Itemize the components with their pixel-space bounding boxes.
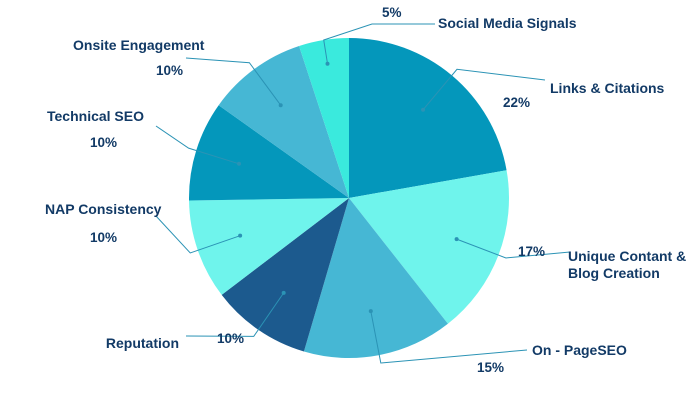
- leader-dot-on-pageseo: [368, 309, 373, 314]
- slice-value-label-reputation: 10%: [217, 331, 244, 346]
- leader-line-social-media-signals: [323, 23, 435, 64]
- pie-slice-nap-consistency: [189, 198, 349, 295]
- slice-label-technical-seo: Technical SEO: [47, 108, 144, 124]
- leader-dot-onsite-engagement: [278, 103, 283, 108]
- slice-label-social-media-signals: Social Media Signals: [438, 15, 577, 31]
- slice-value-label-on-pageseo: 15%: [477, 360, 504, 375]
- leader-dot-nap-consistency: [238, 233, 243, 238]
- slice-value-label-onsite-engagement: 10%: [156, 63, 183, 78]
- pie-slice-links-citations: [349, 38, 507, 198]
- labels-layer: Links & Citations 22% Unique Contant &Blog…: [45, 5, 686, 375]
- slice-value-label-unique-contant-blog-creation: 17%: [518, 244, 545, 259]
- slice-value-label-social-media-signals: 5%: [382, 5, 402, 20]
- leader-line-on-pageseo: [370, 311, 528, 364]
- leader-line-reputation: [185, 292, 285, 337]
- pie-slice-on-pageseo: [303, 198, 448, 359]
- leader-dot-social-media-signals: [325, 61, 330, 66]
- leader-line-links-citations: [422, 68, 546, 111]
- leader-dot-links-citations: [421, 107, 426, 112]
- leader-line-onsite-engagement: [185, 57, 282, 106]
- leader-dot-unique-contant-blog-creation: [454, 237, 459, 242]
- slice-label-on-pageseo: On - PageSEO: [532, 342, 627, 358]
- slice-value-label-technical-seo: 10%: [90, 135, 117, 150]
- leader-line-nap-consistency: [155, 215, 241, 254]
- slice-label-onsite-engagement: Onsite Engagement: [73, 37, 205, 53]
- slice-label-links-citations: Links & Citations: [550, 80, 665, 96]
- slice-label-reputation: Reputation: [106, 335, 179, 351]
- pie-slice-reputation: [221, 198, 349, 352]
- pie-slice-onsite-engagement: [218, 45, 349, 199]
- slices-layer: [189, 38, 510, 359]
- pie-slice-unique-contant-blog-creation: [349, 170, 510, 324]
- slice-label-unique-contant-blog-creation-line-1: Unique Contant &: [568, 248, 686, 264]
- leader-line-unique-contant-blog-creation: [456, 238, 571, 259]
- leader-line-technical-seo: [155, 125, 240, 165]
- pie-slice-technical-seo: [189, 105, 349, 201]
- pie-slice-social-media-signals: [299, 38, 349, 198]
- leader-dot-technical-seo: [236, 161, 241, 166]
- leader-dot-reputation: [281, 290, 286, 295]
- slice-label-nap-consistency: NAP Consistency: [45, 201, 162, 217]
- slice-label-unique-contant-blog-creation-line-2: Blog Creation: [568, 265, 660, 281]
- slice-value-label-links-citations: 22%: [503, 95, 530, 110]
- slice-value-label-nap-consistency: 10%: [90, 230, 117, 245]
- leaders-layer: [155, 23, 571, 364]
